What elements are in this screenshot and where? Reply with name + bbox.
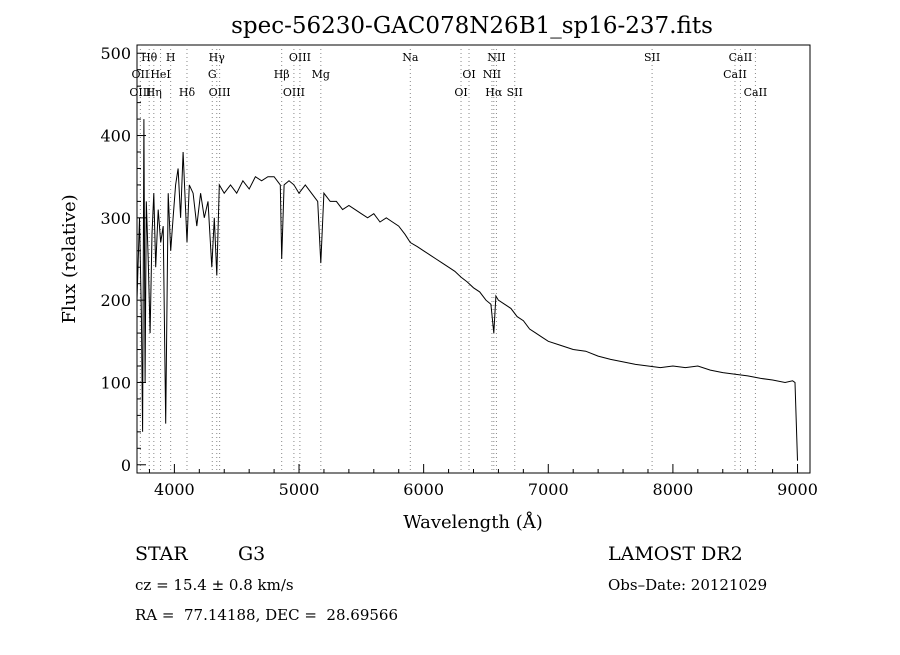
line-marker-label: Hα [485, 86, 503, 99]
line-marker-label: G [208, 68, 217, 81]
line-marker-label: OIII [209, 86, 231, 99]
x-axis-label: Wavelength (Å) [403, 511, 543, 533]
x-tick-label: 6000 [403, 480, 444, 499]
observation-date: Obs–Date: 20121029 [608, 576, 767, 594]
y-tick-label: 500 [100, 44, 131, 63]
line-marker-label: Hη [146, 86, 162, 99]
x-tick-label: 9000 [777, 480, 818, 499]
line-marker-label: NII [483, 68, 501, 81]
line-marker-label: HeI [150, 68, 170, 81]
object-subclass: G3 [238, 543, 265, 565]
line-marker-label: CaII [729, 51, 753, 64]
spectrum-line [136, 119, 798, 461]
line-marker-label: H [166, 51, 176, 64]
x-tick-label: 7000 [528, 480, 569, 499]
line-marker-label: Hθ [141, 51, 158, 64]
x-tick-label: 8000 [653, 480, 694, 499]
coordinates-text: RA = 77.14188, DEC = 28.69566 [135, 606, 398, 624]
survey-name: LAMOST DR2 [608, 543, 743, 565]
line-marker-group [139, 45, 756, 473]
y-axis-label: Flux (relative) [59, 194, 80, 323]
y-tick-label: 0 [121, 456, 131, 475]
chart-title: spec-56230-GAC078N26B1_sp16-237.fits [231, 13, 713, 39]
line-marker-label: Hγ [209, 51, 226, 64]
line-marker-label: SII [644, 51, 660, 64]
y-axis-ticks: 0 100 200 300 400 500 [100, 44, 146, 475]
plot-frame [136, 44, 811, 474]
line-marker-label: Na [402, 51, 419, 64]
line-marker-label: CaII [744, 86, 768, 99]
y-tick-label: 300 [100, 209, 131, 228]
x-tick-label: 4000 [154, 480, 195, 499]
object-class: STAR [135, 543, 188, 565]
x-axis-ticks: 4000 5000 6000 7000 8000 9000 [148, 464, 818, 499]
line-marker-label: OIII [129, 86, 151, 99]
line-marker-label: Hδ [179, 86, 196, 99]
line-marker-label: CaII [723, 68, 747, 81]
line-marker-label: OI [462, 68, 475, 81]
line-marker-label: NII [487, 51, 505, 64]
line-marker-label: Hβ [274, 68, 290, 81]
y-tick-label: 200 [100, 291, 131, 310]
line-marker-label: SII [507, 86, 523, 99]
line-marker-label: Mg [312, 68, 330, 81]
x-tick-label: 5000 [279, 480, 320, 499]
line-marker-label: OIII [283, 86, 305, 99]
line-marker-label: OIII [289, 51, 311, 64]
line-marker-label: OI [454, 86, 467, 99]
line-marker-label: OII [132, 68, 150, 81]
redshift-text: cz = 15.4 ± 0.8 km/s [135, 576, 294, 594]
y-tick-label: 400 [100, 127, 131, 146]
y-tick-label: 100 [100, 373, 131, 392]
